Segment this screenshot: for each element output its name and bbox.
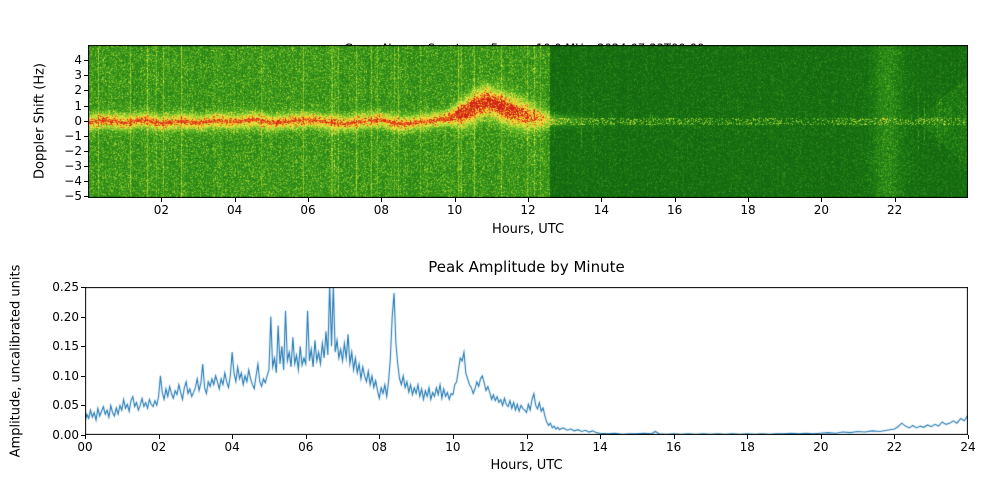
x-tick — [234, 198, 236, 202]
x-tick-label: 08 — [373, 203, 389, 217]
x-tick — [381, 198, 383, 202]
x-tick-label: 06 — [298, 440, 314, 454]
y-tick-label: 0 — [74, 113, 82, 128]
x-tick — [894, 435, 896, 439]
x-tick — [85, 435, 86, 439]
x-tick-label: 16 — [666, 440, 682, 454]
y-tick-label: 1 — [74, 98, 82, 113]
y-tick — [84, 105, 88, 107]
y-tick-label: 2 — [74, 83, 82, 98]
x-tick — [674, 198, 676, 202]
y-tick — [81, 405, 85, 407]
x-tick — [747, 435, 749, 439]
x-tick-label: 02 — [153, 203, 169, 217]
y-tick — [84, 151, 88, 153]
x-tick-label: 04 — [227, 203, 243, 217]
x-tick-label: 22 — [886, 440, 903, 454]
x-tick-label: 22 — [887, 203, 903, 217]
y-tick-label: 3 — [74, 68, 82, 83]
y-tick-label: 0.05 — [52, 398, 79, 413]
x-tick-label: 14 — [593, 203, 609, 217]
y-tick — [81, 316, 85, 318]
y-tick — [84, 75, 88, 77]
y-tick — [84, 196, 88, 198]
x-tick-label: 02 — [150, 440, 167, 454]
y-tick-label: 0.25 — [52, 280, 79, 294]
y-tick — [81, 346, 85, 348]
y-tick — [84, 90, 88, 92]
x-tick — [968, 435, 969, 439]
x-tick — [158, 435, 160, 439]
x-tick — [452, 435, 454, 439]
x-tick — [161, 198, 163, 202]
y-tick — [84, 166, 88, 168]
amplitude-ylabel: Amplitude, uncalibrated units — [8, 264, 24, 458]
y-tick-label: −5 — [64, 189, 82, 204]
y-tick-label: −2 — [64, 144, 82, 159]
x-tick — [673, 435, 675, 439]
y-tick — [84, 120, 88, 122]
x-tick — [526, 435, 528, 439]
y-tick — [84, 135, 88, 137]
x-tick — [894, 198, 896, 202]
x-tick-label: 14 — [592, 440, 608, 454]
y-tick-label: 4 — [74, 53, 82, 68]
x-tick-label: 20 — [813, 203, 829, 217]
y-tick-label: −4 — [64, 174, 82, 189]
x-tick — [601, 198, 603, 202]
y-tick-label: 0.00 — [52, 428, 79, 442]
y-tick-label: 0.20 — [52, 309, 79, 324]
x-tick-label: 12 — [518, 440, 535, 454]
x-tick-label: 20 — [813, 440, 829, 454]
x-tick — [379, 435, 381, 439]
y-tick — [81, 287, 85, 288]
x-tick-label: 12 — [520, 203, 536, 217]
x-tick — [820, 435, 822, 439]
spectrogram-xlabel: Hours, UTC — [491, 222, 565, 237]
x-tick-label: 24 — [960, 440, 976, 454]
x-tick — [232, 435, 234, 439]
x-tick-label: 04 — [224, 440, 240, 454]
amplitude-xlabel: Hours, UTC — [490, 458, 563, 473]
y-tick-label: −1 — [64, 128, 82, 143]
x-tick — [821, 198, 823, 202]
x-tick — [528, 198, 529, 202]
y-tick-label: −3 — [64, 159, 82, 174]
x-tick — [308, 198, 309, 202]
spectrogram-canvas — [88, 45, 968, 198]
y-tick — [81, 435, 85, 436]
x-tick — [305, 435, 307, 439]
y-tick-label: 0.10 — [52, 368, 79, 383]
x-tick-label: 00 — [77, 440, 93, 454]
x-tick-label: 06 — [300, 203, 316, 217]
y-tick — [81, 375, 85, 377]
x-tick-label: 16 — [667, 203, 683, 217]
x-tick — [748, 198, 749, 202]
x-tick-label: 18 — [739, 440, 755, 454]
y-tick — [84, 60, 88, 62]
amplitude-canvas — [85, 287, 968, 435]
amplitude-title: Peak Amplitude by Minute — [428, 258, 625, 276]
x-tick — [454, 198, 456, 202]
y-tick-label: 0.15 — [52, 339, 79, 354]
x-tick-label: 10 — [447, 203, 463, 217]
x-tick-label: 10 — [445, 440, 461, 454]
x-tick-label: 08 — [371, 440, 387, 454]
y-tick — [84, 181, 88, 183]
x-tick — [600, 435, 602, 439]
x-tick-label: 18 — [740, 203, 756, 217]
